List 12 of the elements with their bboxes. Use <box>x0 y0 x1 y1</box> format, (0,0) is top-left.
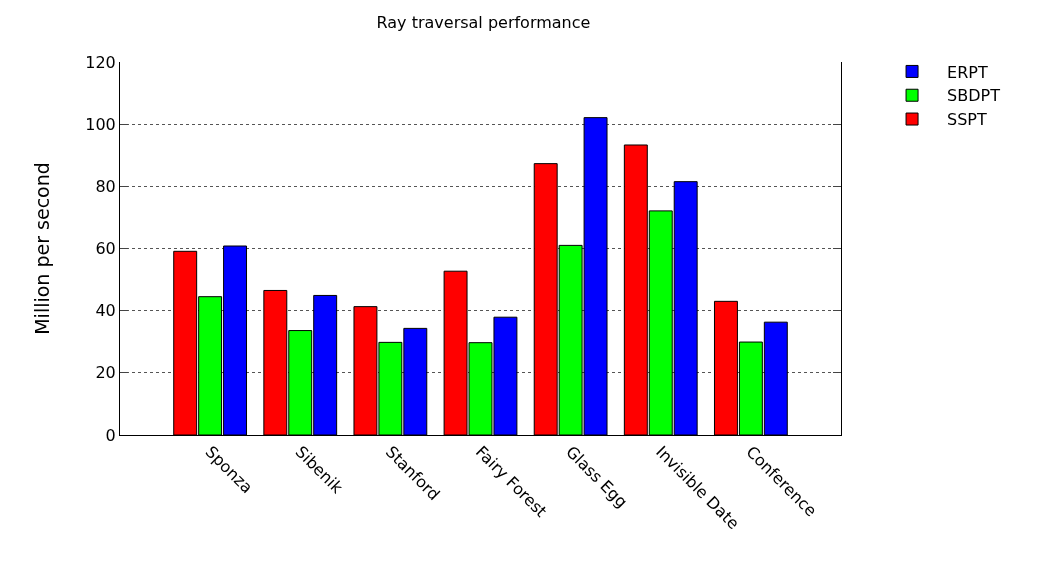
y-tick-label: 20 <box>95 363 116 383</box>
legend-label: SSPT <box>947 110 988 130</box>
y-axis-title: Million per second <box>31 162 54 335</box>
y-tick-label: 0 <box>105 425 116 445</box>
y-tick-label: 60 <box>95 239 116 259</box>
y-tick-label: 40 <box>95 301 116 321</box>
chart-title: Ray traversal performance <box>376 13 591 33</box>
y-tick-label: 100 <box>85 114 116 134</box>
legend-label: ERPT <box>947 62 988 82</box>
legend-label: SBDPT <box>947 86 1001 106</box>
y-tick-label: 80 <box>95 176 116 196</box>
y-tick-label: 120 <box>85 52 116 72</box>
